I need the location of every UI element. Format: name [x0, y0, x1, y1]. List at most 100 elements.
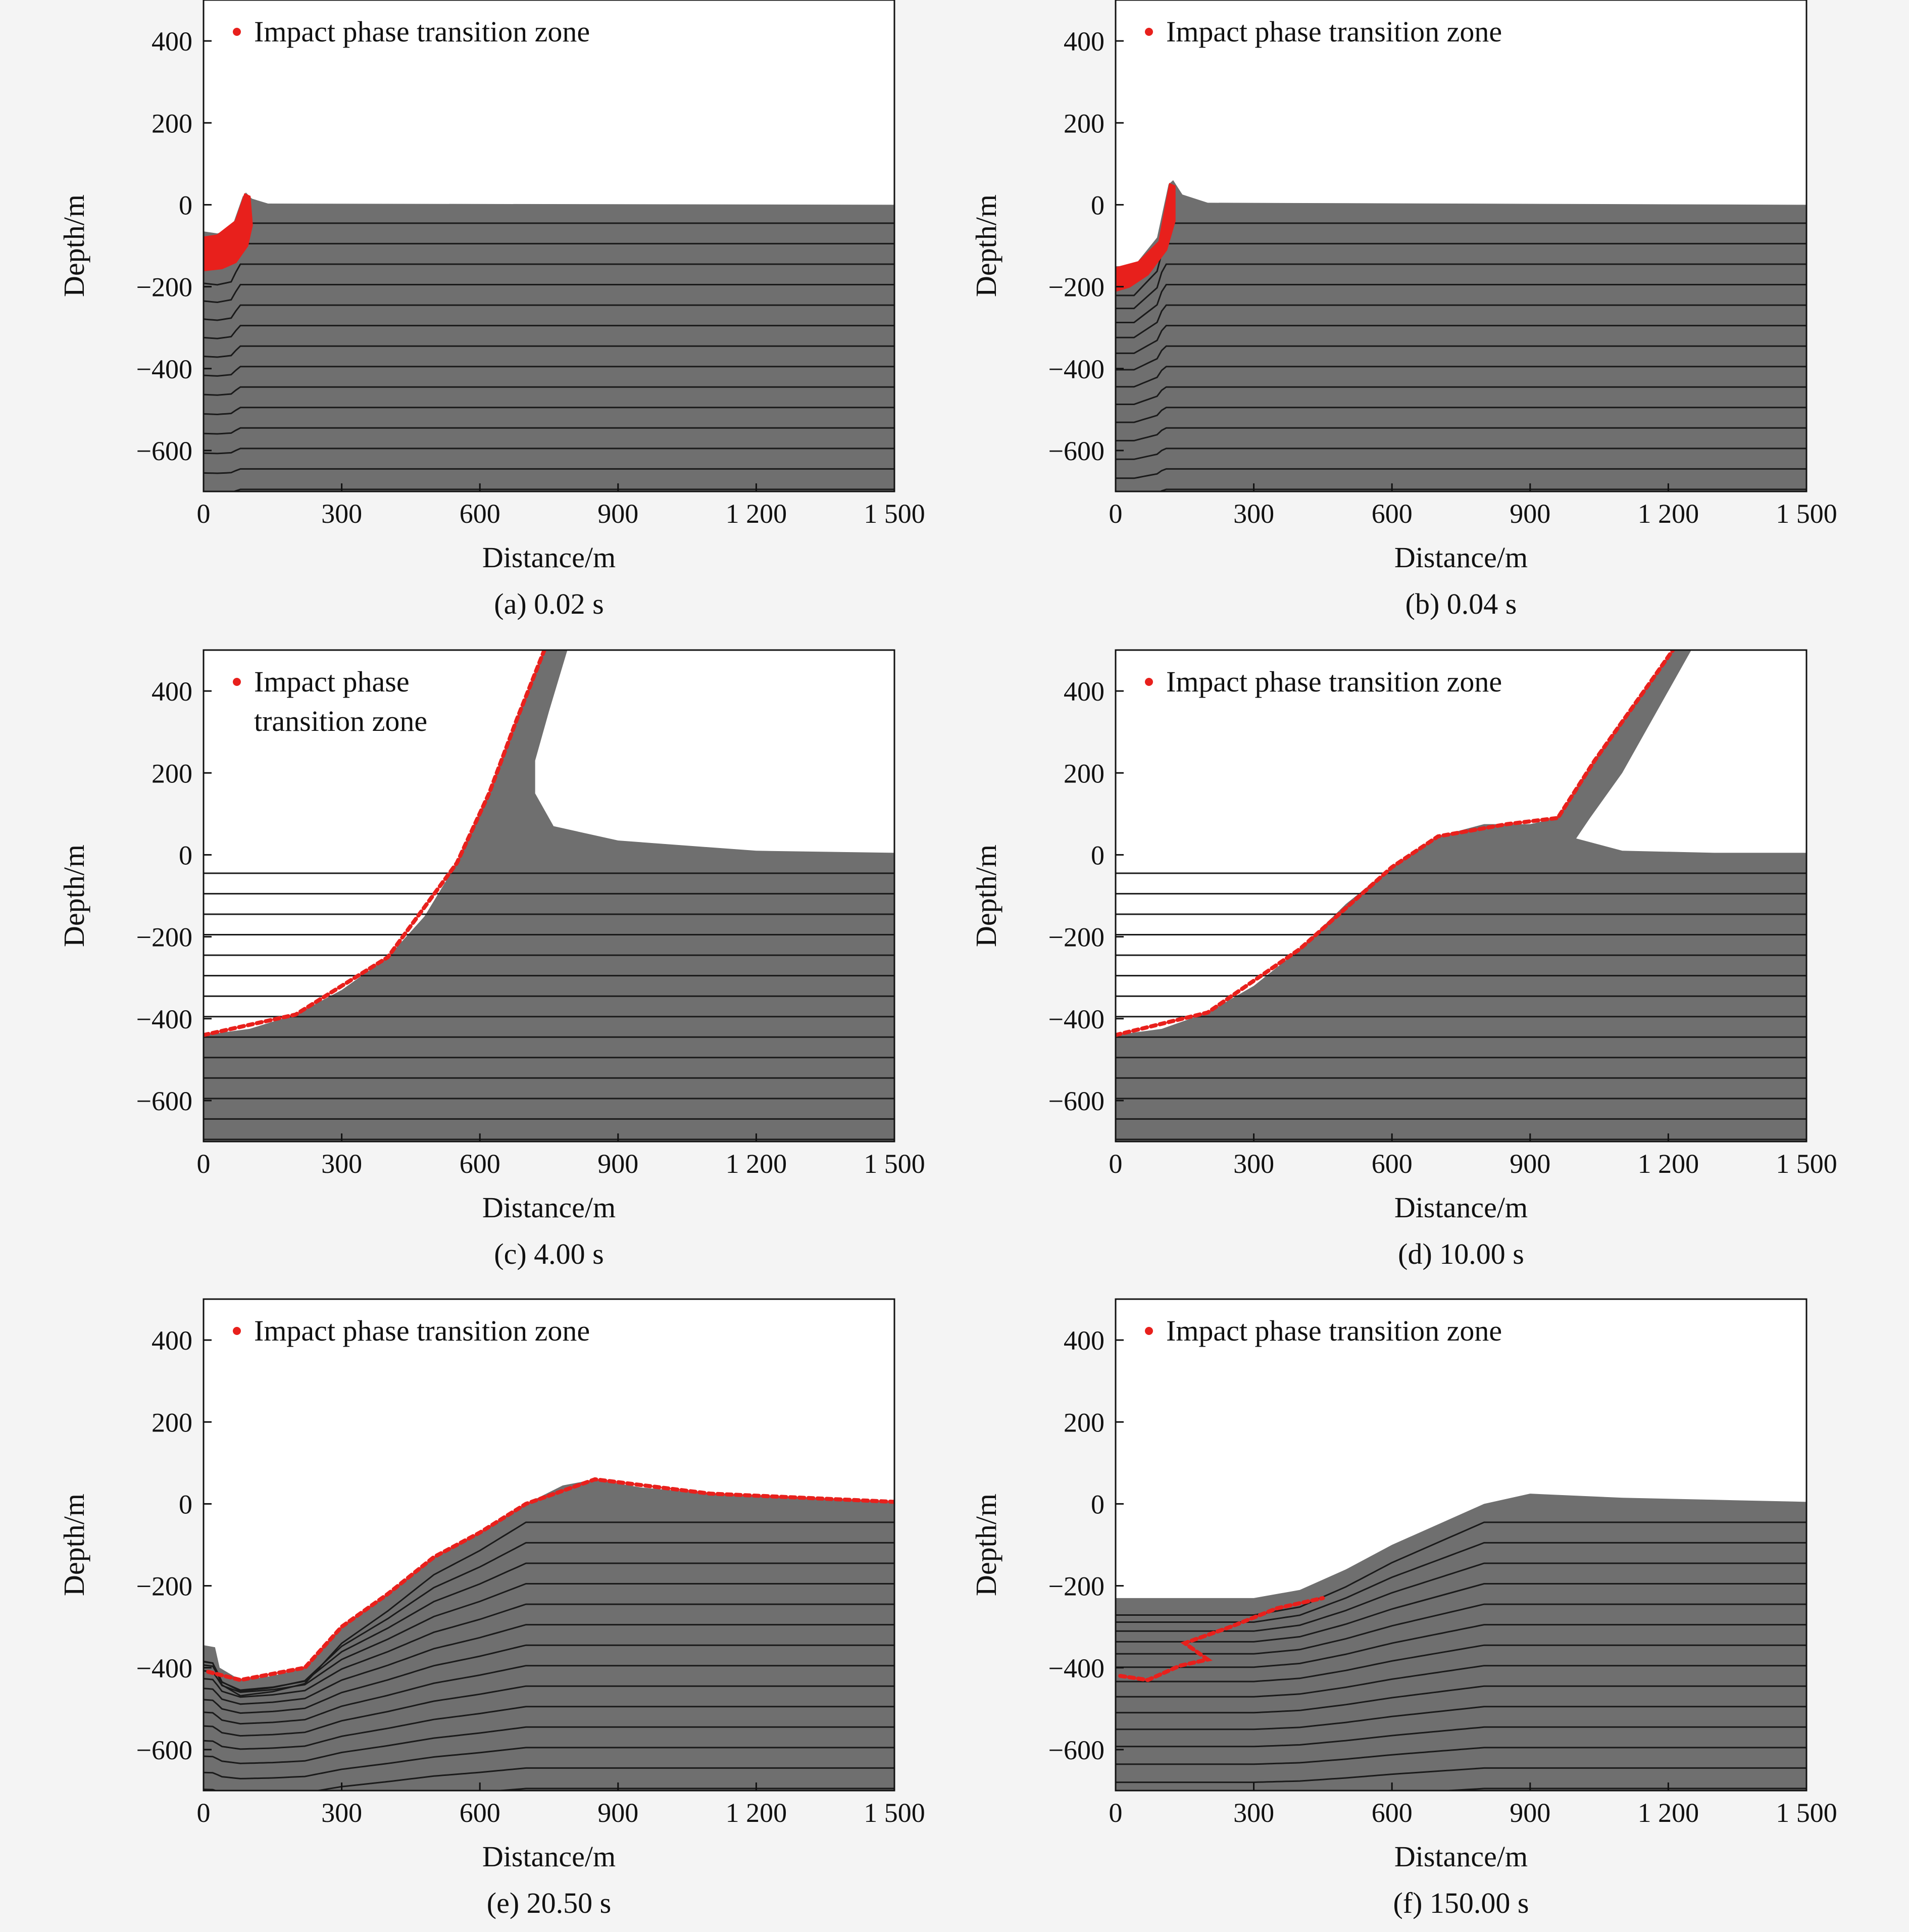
layer-line [204, 407, 894, 416]
x-tick-label: 600 [460, 1149, 500, 1179]
plot-frame [1115, 0, 1807, 492]
x-tick-label: 1 200 [1638, 499, 1699, 529]
legend-marker [233, 678, 241, 686]
x-tick-label: 900 [1510, 1149, 1550, 1179]
layer-line [1116, 1665, 1806, 1698]
y-tick-label: −600 [136, 1086, 192, 1116]
x-tick-label: 1 500 [1776, 1149, 1837, 1179]
legend-marker [233, 28, 241, 36]
material-region [204, 650, 894, 1142]
x-tick-label: 0 [1109, 499, 1123, 529]
impact-zone [204, 193, 253, 272]
y-tick-label: 0 [179, 840, 192, 870]
legend-marker [1145, 28, 1153, 36]
legend-label: Impact phase transition zone [254, 15, 590, 48]
x-tick-label: 0 [197, 1798, 211, 1828]
y-tick-label: −200 [136, 922, 192, 953]
impact-zone [1116, 183, 1176, 292]
layer-line [204, 366, 894, 377]
x-tick-label: 0 [1109, 1798, 1123, 1828]
impact-zone [1116, 650, 1675, 1037]
layer-line [1116, 1603, 1806, 1655]
layer-line [204, 1706, 894, 1750]
y-tick-label: −200 [1048, 1571, 1104, 1602]
y-tick-label: 0 [179, 190, 192, 220]
panel-caption: (f) 150.00 s [1393, 1887, 1529, 1919]
y-tick-label: −400 [1048, 1004, 1104, 1034]
layer-line [1116, 468, 1806, 479]
y-tick-label: −400 [136, 354, 192, 384]
y-tick-label: −200 [1048, 922, 1104, 953]
layer-line [1116, 222, 1806, 285]
y-axis-label: Depth/m [58, 194, 90, 297]
y-tick-label: 200 [1064, 1407, 1104, 1438]
layer-line [1116, 1562, 1806, 1632]
material-region [1116, 180, 1806, 491]
layer-line [204, 1624, 894, 1705]
x-tick-label: 300 [1233, 499, 1274, 529]
legend-label: Impact phase transition zone [254, 1314, 590, 1347]
material-region [1116, 650, 1806, 1142]
panel-b: 0 300 600 900 1 200 1 500 400 200 0 −200 −400 −600 D… [970, 0, 1837, 620]
y-tick-label: 400 [1064, 26, 1104, 57]
plot-frame [1115, 1298, 1807, 1792]
x-tick-label: 600 [460, 499, 500, 529]
layer-line [204, 304, 894, 321]
layer-line [204, 1603, 894, 1698]
layer-line [1116, 304, 1806, 338]
layer-line [204, 345, 894, 358]
layer-line [1116, 1542, 1806, 1623]
x-tick-label: 1 500 [864, 1798, 925, 1828]
panel-caption: (a) 0.02 s [494, 587, 604, 620]
x-tick-label: 300 [321, 1798, 362, 1828]
x-tick-label: 1 200 [726, 499, 787, 529]
legend-marker [1145, 1327, 1153, 1335]
y-tick-label: 400 [1064, 1325, 1104, 1356]
y-tick-label: −600 [136, 1735, 192, 1765]
y-tick-label: 0 [1091, 840, 1104, 870]
y-tick-label: −200 [136, 1571, 192, 1602]
layer-line [204, 1747, 894, 1779]
y-tick-label: 200 [152, 758, 192, 788]
y-tick-label: 400 [152, 676, 192, 707]
panel-caption: (c) 4.00 s [494, 1237, 604, 1270]
layer-line [204, 1665, 894, 1725]
layer-line [204, 1542, 894, 1692]
layer-line [204, 284, 894, 304]
plot-area [1116, 1494, 1806, 1791]
x-tick-label: 1 500 [864, 1149, 925, 1179]
y-tick-label: 400 [152, 26, 192, 57]
layer-line [1116, 1624, 1806, 1668]
panel-caption: (b) 0.04 s [1405, 587, 1517, 620]
layer-line [1116, 1644, 1806, 1682]
impact-zone [1118, 1596, 1325, 1682]
plot-frame [203, 0, 895, 492]
y-tick-label: −200 [136, 272, 192, 303]
layer-line [204, 1562, 894, 1691]
plot-area [204, 650, 894, 1142]
panel-e: 0 300 600 900 1 200 1 500 400 200 0 −200 −400 −600 D… [58, 1298, 925, 1919]
layer-line [204, 1685, 894, 1737]
layer-line [204, 427, 894, 435]
material-region [1116, 1494, 1806, 1791]
x-axis-label: Distance/m [482, 1191, 616, 1224]
x-axis-label: Distance/m [1394, 541, 1528, 574]
x-tick-label: 300 [321, 1149, 362, 1179]
layer-line [232, 488, 894, 491]
layer-line [1116, 427, 1806, 441]
layer-line [204, 263, 894, 286]
legend-label: Impact phase transition zone [1166, 15, 1502, 48]
x-axis-label: Distance/m [1394, 1191, 1528, 1224]
layer-line [204, 468, 894, 474]
x-tick-label: 300 [321, 499, 362, 529]
layer-line [204, 448, 894, 455]
x-tick-label: 1 200 [726, 1149, 787, 1179]
plot-area [1116, 650, 1806, 1142]
x-tick-label: 300 [1233, 1798, 1274, 1828]
panel-c: 0 300 600 900 1 200 1 500 400 200 0 −200 −400 −600 D… [58, 649, 925, 1270]
layer-line [204, 1583, 894, 1693]
y-tick-label: −400 [1048, 354, 1104, 384]
layer-line [1116, 1726, 1806, 1748]
layer-line [1116, 242, 1806, 296]
layer-line [1116, 1685, 1806, 1714]
